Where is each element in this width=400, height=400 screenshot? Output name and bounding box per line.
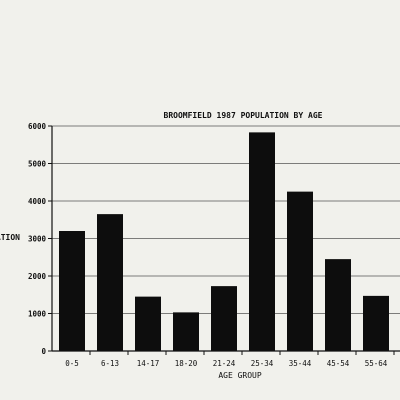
bar (363, 295, 389, 351)
y-tick-label: 0 (41, 347, 46, 356)
bar (173, 312, 199, 351)
x-tick-label: 18-20 (175, 359, 198, 368)
x-axis-label: AGE GROUP (218, 371, 262, 380)
y-axis-label: ATION (0, 233, 20, 242)
bar (325, 259, 351, 351)
y-tick-label: 6000 (28, 122, 47, 131)
chart-title: BROOMFIELD 1987 POPULATION BY AGE (164, 111, 323, 120)
x-tick-label: 25-34 (251, 359, 274, 368)
x-tick-label: 14-17 (137, 359, 160, 368)
x-tick-label: 55-64 (365, 359, 388, 368)
y-axis-ticks: 0 1000 2000 3000 4000 5000 6000 (28, 122, 52, 356)
bar (249, 132, 275, 351)
x-tick-label: 0-5 (65, 359, 79, 368)
x-tick-label: 21-24 (213, 359, 236, 368)
bar (59, 231, 85, 351)
y-tick-label: 4000 (28, 197, 47, 206)
y-tick-label: 2000 (28, 272, 47, 281)
bar (287, 191, 313, 351)
y-tick-label: 3000 (28, 235, 47, 244)
x-tick-label: 6-13 (101, 359, 119, 368)
bars (59, 132, 389, 351)
bar (211, 286, 237, 351)
x-tick-label: 45-54 (327, 359, 350, 368)
y-tick-label: 5000 (28, 160, 47, 169)
x-tick-label: 35-44 (289, 359, 312, 368)
bar (135, 296, 161, 351)
bar (97, 214, 123, 351)
x-axis-ticks: 0-5 6-13 14-17 18-20 21-24 25-34 35-44 45-54 55-… (65, 351, 395, 368)
y-tick-label: 1000 (28, 310, 47, 319)
